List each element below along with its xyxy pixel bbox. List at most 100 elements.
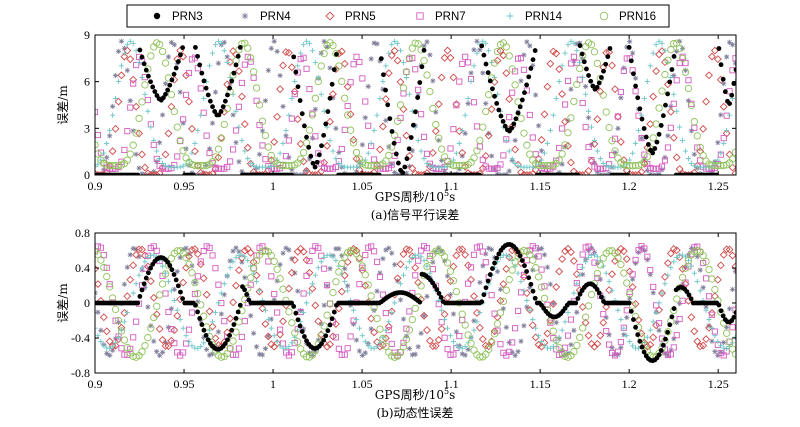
point-prn5: [331, 320, 340, 328]
point-prn4: [468, 70, 474, 76]
point-prn4: [206, 352, 213, 358]
point-prn5: [543, 329, 552, 338]
point-prn16: [667, 45, 675, 54]
point-prn14: [95, 163, 98, 169]
point-prn3: [383, 87, 388, 93]
point-prn14: [115, 334, 122, 340]
point-prn7: [376, 273, 384, 280]
point-prn14: [650, 50, 656, 56]
point-prn5: [126, 55, 135, 64]
point-prn7: [650, 283, 657, 290]
point-prn4: [439, 157, 445, 164]
point-prn5: [108, 342, 117, 351]
point-prn16: [399, 343, 408, 351]
point-prn3: [663, 336, 668, 342]
point-prn7: [379, 291, 386, 298]
y-tick-label: 3: [84, 121, 90, 135]
point-prn5: [446, 277, 455, 286]
point-prn16: [97, 256, 105, 264]
point-prn3: [312, 164, 318, 170]
point-prn16: [593, 59, 602, 68]
point-prn4: [594, 169, 600, 175]
point-prn16: [191, 161, 199, 170]
point-prn14: [732, 334, 736, 340]
point-prn16: [158, 47, 167, 56]
point-prn16: [202, 323, 211, 331]
point-prn14: [562, 319, 568, 325]
point-prn7: [456, 333, 463, 340]
point-prn16: [111, 305, 120, 314]
point-prn14: [659, 40, 665, 46]
point-prn5: [634, 170, 643, 175]
point-prn4: [389, 250, 395, 256]
point-prn4: [606, 170, 612, 175]
point-prn3: [171, 71, 177, 77]
point-prn7: [362, 252, 369, 259]
point-prn5: [710, 292, 719, 301]
point-prn3: [494, 100, 500, 106]
point-prn5: [237, 92, 246, 101]
x-tick-label: 1.2: [622, 377, 637, 391]
point-prn7: [468, 264, 475, 271]
point-prn5: [120, 52, 129, 61]
point-prn3: [656, 352, 662, 358]
point-prn4: [624, 314, 630, 321]
point-prn7: [623, 307, 630, 314]
point-prn4: [703, 304, 709, 310]
point-prn5: [132, 102, 141, 111]
point-prn16: [144, 334, 152, 342]
point-prn7: [359, 75, 366, 82]
point-prn16: [628, 162, 637, 170]
point-prn14: [685, 156, 692, 162]
point-prn16: [423, 263, 431, 271]
chart-b-xlabel: GPS周秒/105s: [375, 387, 455, 402]
point-prn14: [286, 112, 292, 118]
point-prn4: [283, 133, 289, 139]
point-prn5: [190, 245, 199, 254]
point-prn16: [367, 292, 375, 300]
point-prn3: [139, 54, 145, 60]
point-prn4: [671, 336, 677, 342]
point-prn4: [362, 115, 368, 121]
point-prn14: [694, 278, 700, 285]
point-prn4: [333, 125, 339, 131]
point-prn3: [393, 151, 399, 157]
point-prn7: [338, 145, 345, 153]
point-prn5: [478, 164, 487, 173]
point-prn4: [562, 144, 568, 150]
point-prn16: [602, 108, 610, 116]
point-prn4: [406, 163, 412, 169]
point-prn7: [723, 112, 730, 119]
point-prn4: [256, 151, 263, 157]
point-prn4: [280, 250, 286, 256]
point-prn3: [141, 281, 147, 287]
point-prn4: [124, 264, 130, 270]
point-prn14: [101, 150, 107, 156]
point-prn3: [169, 77, 175, 83]
point-prn7: [456, 78, 463, 85]
point-prn4: [104, 154, 110, 161]
point-prn16: [249, 68, 258, 76]
point-prn5: [423, 326, 431, 335]
point-prn14: [574, 48, 580, 54]
point-prn16: [696, 143, 704, 152]
point-prn5: [672, 153, 681, 162]
point-prn16: [655, 104, 663, 112]
y-tick-label: 0.8: [75, 226, 90, 240]
point-prn5: [564, 141, 572, 150]
point-prn14: [715, 339, 721, 345]
point-prn5: [666, 249, 675, 258]
point-prn3: [329, 81, 335, 87]
point-prn16: [252, 84, 261, 92]
point-prn7: [121, 146, 128, 153]
point-prn14: [386, 50, 392, 56]
point-prn3: [325, 328, 331, 334]
point-prn14: [330, 254, 336, 260]
point-prn5: [675, 165, 684, 173]
point-prn14: [224, 59, 230, 66]
point-prn16: [123, 156, 131, 164]
point-prn16: [285, 162, 293, 170]
point-prn14: [139, 74, 145, 81]
point-prn14: [318, 259, 324, 265]
point-prn5: [602, 302, 611, 311]
